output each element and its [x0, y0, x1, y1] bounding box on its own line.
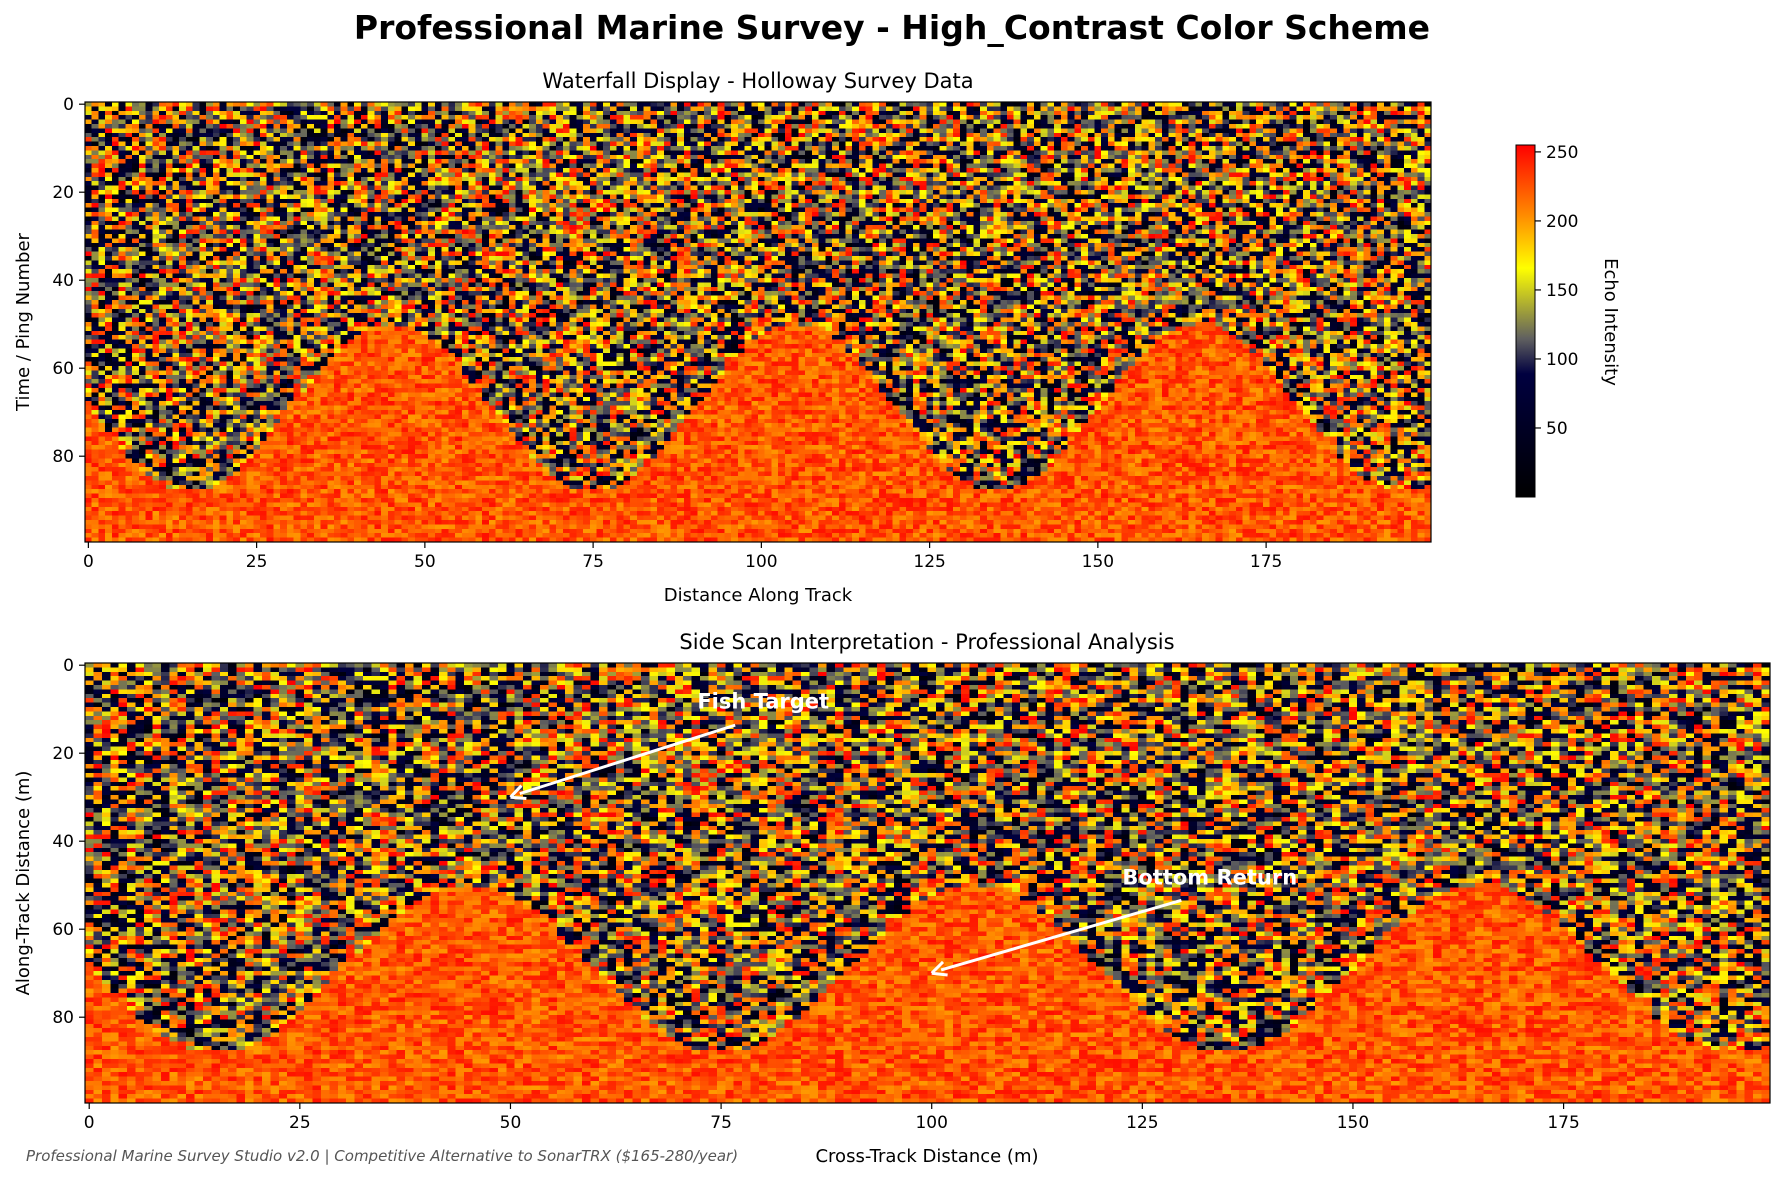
sidescan-panel: Side Scan Interpretation - Professional … [13, 630, 1771, 1167]
x-tick-label: 175 [1250, 552, 1282, 572]
waterfall-frame [84, 101, 1432, 543]
y-tick-label: 20 [52, 744, 74, 764]
annotation-label: Fish Target [697, 689, 829, 713]
annotation-arrow [519, 723, 736, 796]
waterfall-xlabel: Distance Along Track [664, 585, 853, 606]
y-tick-label: 80 [52, 1008, 74, 1028]
sidescan-annotations: Fish Target Bottom Return [509, 689, 1297, 977]
y-tick-label: 20 [52, 183, 74, 203]
waterfall-title: Waterfall Display - Holloway Survey Data [542, 69, 973, 93]
x-tick-label: 50 [500, 1113, 522, 1133]
footer-note: Professional Marine Survey Studio v2.0 |… [26, 1147, 739, 1165]
waterfall-x-ticks: 0 25 50 75 100 125 150 175 [83, 542, 1282, 572]
waterfall-ylabel: Time / Ping Number [13, 232, 34, 411]
y-tick-label: 0 [63, 95, 74, 115]
sidescan-ylabel: Along-Track Distance (m) [13, 771, 34, 996]
colorbar-tick-label: 200 [1546, 212, 1578, 232]
sidescan-title: Side Scan Interpretation - Professional … [679, 630, 1174, 654]
y-tick-label: 0 [63, 656, 74, 676]
colorbar-label: Echo Intensity [1600, 258, 1621, 386]
x-tick-label: 150 [1337, 1113, 1369, 1133]
y-tick-label: 60 [52, 920, 74, 940]
sidescan-frame [84, 662, 1771, 1104]
annotation-label: Bottom Return [1122, 865, 1297, 889]
annotation-arrowhead [509, 784, 527, 801]
x-tick-label: 150 [1082, 552, 1114, 572]
colorbar-ticks: 50 100 150 200 250 [1535, 143, 1578, 439]
waterfall-heatmap [85, 102, 1431, 542]
colorbar-tick-label: 100 [1546, 350, 1578, 370]
x-tick-label: 0 [84, 1113, 95, 1133]
sidescan-y-ticks: 0 20 40 60 80 [52, 656, 85, 1028]
colorbar-tick-label: 150 [1546, 281, 1578, 301]
x-tick-label: 100 [745, 552, 777, 572]
x-tick-label: 75 [582, 552, 604, 572]
x-tick-label: 25 [289, 1113, 311, 1133]
colorbar-gradient [1515, 144, 1536, 498]
x-tick-label: 0 [83, 552, 94, 572]
x-tick-label: 125 [913, 552, 945, 572]
sidescan-xlabel: Cross-Track Distance (m) [815, 1146, 1038, 1167]
figure-suptitle: Professional Marine Survey - High_Contra… [353, 8, 1431, 47]
annotation-arrow [940, 898, 1182, 972]
waterfall-panel: Waterfall Display - Holloway Survey Data… [13, 69, 1432, 606]
colorbar: 50 100 150 200 250 Echo Intensity [1515, 143, 1621, 498]
x-tick-label: 175 [1547, 1113, 1579, 1133]
colorbar-tick-label: 250 [1546, 143, 1578, 163]
x-tick-label: 100 [915, 1113, 947, 1133]
sidescan-x-ticks: 0 25 50 75 100 125 150 175 [84, 1103, 1580, 1133]
annotation-arrowhead [930, 960, 948, 977]
x-tick-label: 125 [1126, 1113, 1158, 1133]
y-tick-label: 60 [52, 359, 74, 379]
y-tick-label: 40 [52, 832, 74, 852]
waterfall-y-ticks: 0 20 40 60 80 [52, 95, 85, 467]
y-tick-label: 40 [52, 271, 74, 291]
x-tick-label: 50 [414, 552, 436, 572]
y-tick-label: 80 [52, 447, 74, 467]
colorbar-tick-label: 50 [1546, 419, 1568, 439]
x-tick-label: 75 [710, 1113, 732, 1133]
sidescan-heatmap [85, 663, 1770, 1103]
x-tick-label: 25 [246, 552, 268, 572]
